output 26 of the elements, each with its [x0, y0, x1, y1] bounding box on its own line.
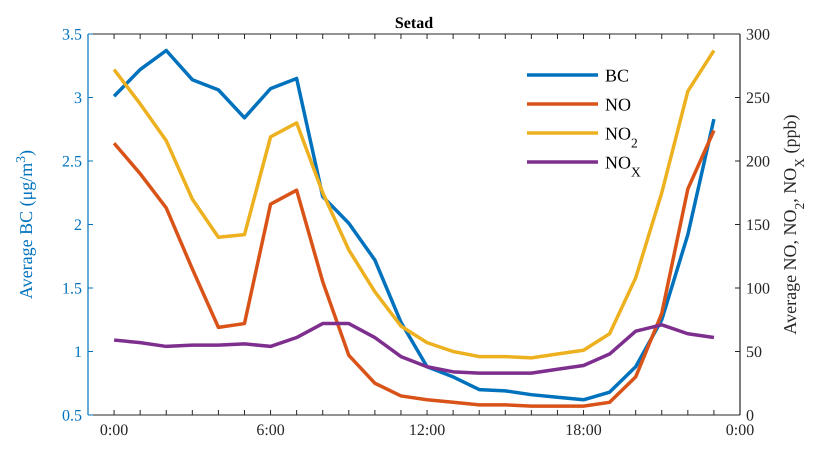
y2-tick-label: 250	[746, 90, 770, 108]
x-tick-label: 6:00	[256, 422, 285, 439]
chart-title: Setad	[394, 15, 434, 32]
y2-tick-label: 150	[746, 217, 770, 234]
y-tick-label: 1	[74, 344, 82, 362]
y2-tick-label: 200	[746, 154, 770, 171]
x-tick-label: 18:00	[565, 422, 602, 439]
y-tick-label: 1.5	[62, 280, 82, 298]
y-tick-label: 2.5	[62, 154, 82, 171]
y2-tick-label: 0	[746, 408, 754, 425]
y-tick-label: 2	[74, 217, 82, 234]
legend-label: BC	[605, 65, 630, 86]
x-tick-label: 0:00	[100, 422, 128, 439]
x-tick-label: 12:00	[408, 422, 446, 439]
legend-label: NO	[605, 94, 631, 114]
y2-tick-label: 100	[746, 280, 770, 298]
y-tick-label: 0.5	[62, 408, 82, 425]
y2-tick-label: 50	[746, 344, 762, 362]
y-tick-label: 3.5	[62, 26, 82, 44]
x-tick-label: 0:00	[726, 422, 754, 439]
line-series	[112, 322, 716, 375]
legend-label: NO$_{X}$	[605, 152, 641, 179]
legend-label: NO$_{2}$	[605, 123, 638, 150]
y-tick-label: 3	[74, 90, 82, 108]
line-series	[112, 128, 716, 408]
y2-tick-label: 300	[746, 26, 770, 44]
